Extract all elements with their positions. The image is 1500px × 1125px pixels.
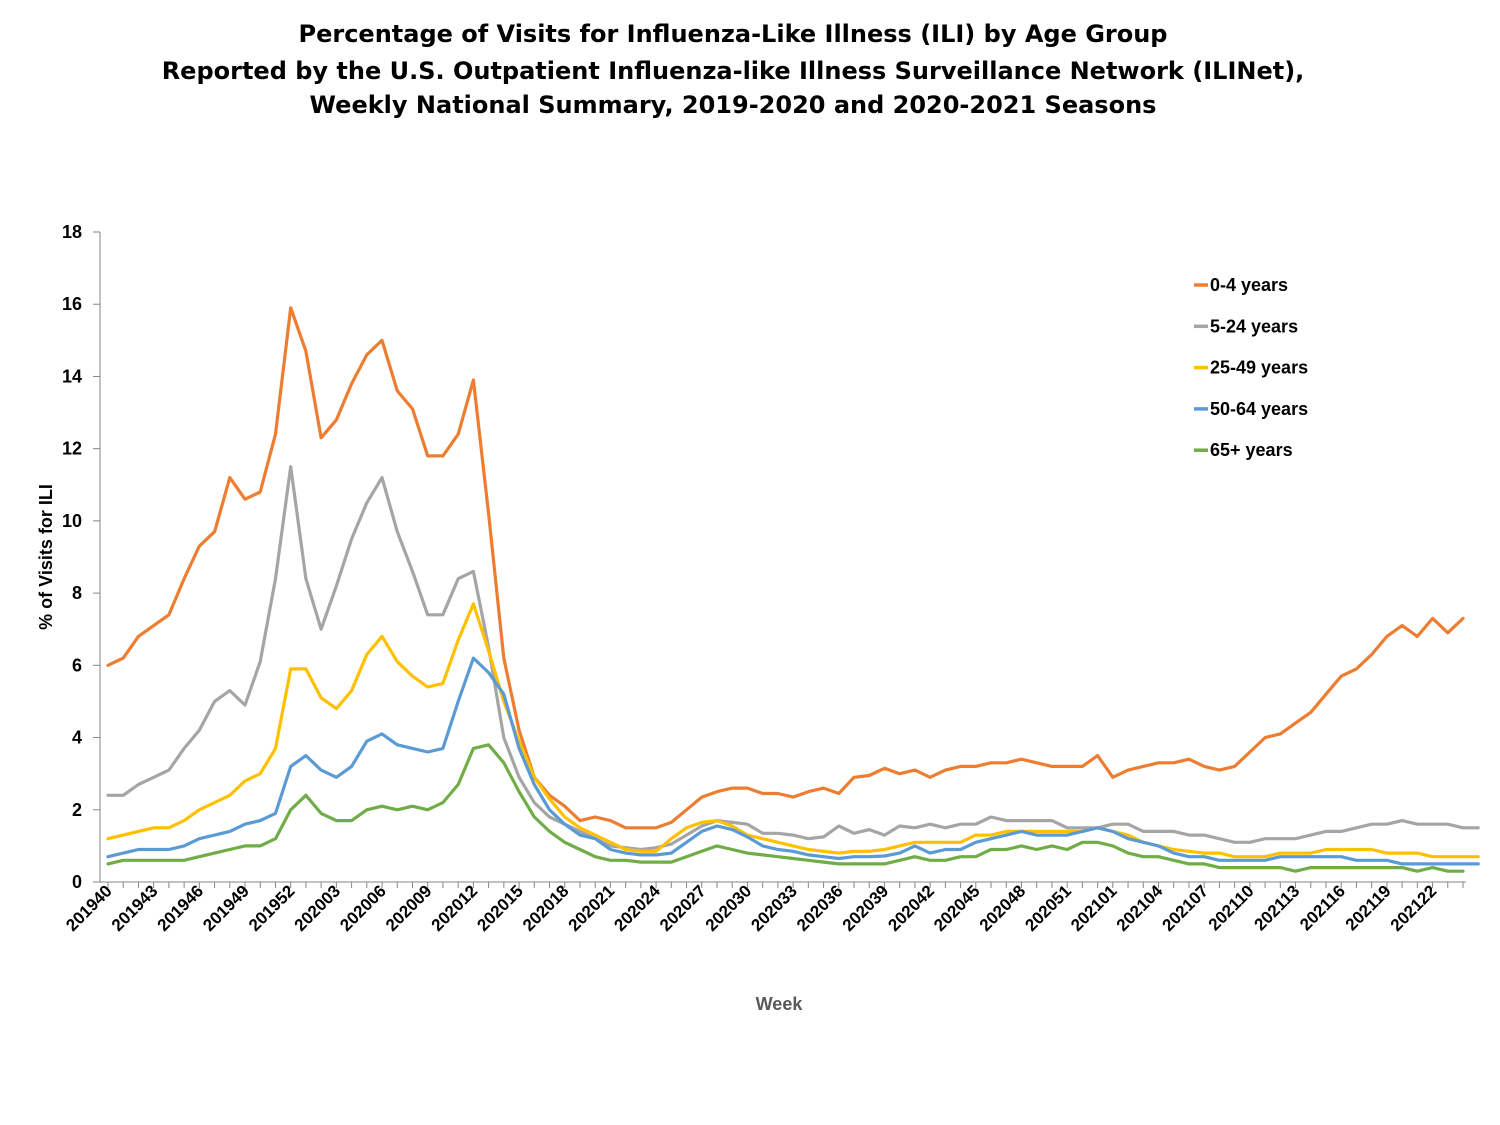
x-tick-label: 202113	[1250, 881, 1303, 934]
series-line-0-4-years	[106, 306, 1465, 830]
x-tick-label: 201943	[108, 881, 162, 935]
plot-series	[106, 306, 1480, 873]
series-line-25-49-years	[106, 602, 1480, 859]
chart-title-line-3: Weekly National Summary, 2019-2020 and 2…	[310, 91, 1157, 119]
x-tick-label: 201946	[154, 881, 208, 935]
x-tick-label: 202018	[519, 881, 573, 935]
x-tick-label: 202051	[1021, 881, 1075, 935]
series-line-5-24-years	[106, 465, 1480, 852]
x-tick-label: 201949	[199, 881, 253, 935]
legend-label: 65+ years	[1210, 440, 1293, 460]
y-tick-label: 4	[72, 728, 82, 748]
x-tick-label: 202122	[1387, 881, 1441, 935]
x-tick-label: 202024	[610, 881, 664, 935]
x-tick-label: 202009	[382, 881, 436, 935]
chart-title: Percentage of Visits for Influenza-Like …	[162, 20, 1305, 119]
x-tick-label: 202101	[1067, 881, 1121, 935]
x-tick-label: 201952	[245, 881, 299, 935]
x-tick-label: 202012	[428, 881, 482, 935]
x-tick-label: 202033	[747, 881, 801, 935]
x-axis-title: Week	[756, 994, 804, 1014]
x-tick-label: 202116	[1296, 881, 1349, 934]
y-tick-label: 16	[62, 294, 82, 314]
x-tick-label: 202021	[565, 881, 619, 935]
x-tick-label: 202036	[793, 881, 847, 935]
x-tick-label: 202006	[336, 881, 390, 935]
chart-legend: 0-4 years 5-24 years 25-49 years 50-64 year…	[1194, 275, 1308, 460]
chart-title-line-1: Percentage of Visits for Influenza-Like …	[298, 20, 1167, 48]
y-tick-label: 0	[72, 872, 82, 892]
x-tick-label: 202039	[839, 881, 893, 935]
y-tick-label: 18	[62, 222, 82, 242]
x-tick-label: 202048	[976, 881, 1030, 935]
legend-label: 25-49 years	[1210, 358, 1308, 378]
x-tick-label: 202107	[1158, 881, 1212, 935]
x-tick-label: 202003	[291, 881, 345, 935]
series-line-50-64-years	[106, 656, 1480, 866]
y-tick-label: 8	[72, 583, 82, 603]
x-tick-label: 202030	[702, 881, 756, 935]
x-tick-label: 202027	[656, 881, 710, 935]
x-tick-label: 202119	[1342, 881, 1395, 934]
legend-label: 0-4 years	[1210, 275, 1288, 295]
y-tick-label: 12	[62, 439, 82, 459]
legend-label: 50-64 years	[1210, 399, 1308, 419]
y-axis-title: % of Visits for ILI	[36, 484, 56, 630]
x-tick-label: 202015	[473, 881, 527, 935]
series-line-65-years	[106, 743, 1465, 873]
y-tick-label: 6	[72, 655, 82, 675]
y-tick-label: 14	[62, 366, 82, 386]
x-tick-label: 202042	[884, 881, 938, 935]
x-tick-label: 202110	[1205, 881, 1258, 934]
x-tick-label: 202045	[930, 881, 984, 935]
x-tick-label: 201940	[62, 881, 116, 935]
y-tick-label: 2	[72, 800, 82, 820]
legend-label: 5-24 years	[1210, 316, 1298, 336]
y-tick-label: 10	[62, 511, 82, 531]
chart-title-line-2: Reported by the U.S. Outpatient Influenz…	[162, 57, 1305, 85]
x-tick-label: 202104	[1113, 881, 1167, 935]
